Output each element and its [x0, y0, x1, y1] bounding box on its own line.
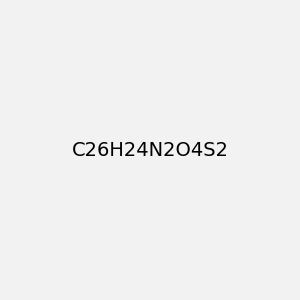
Text: C26H24N2O4S2: C26H24N2O4S2: [71, 140, 229, 160]
